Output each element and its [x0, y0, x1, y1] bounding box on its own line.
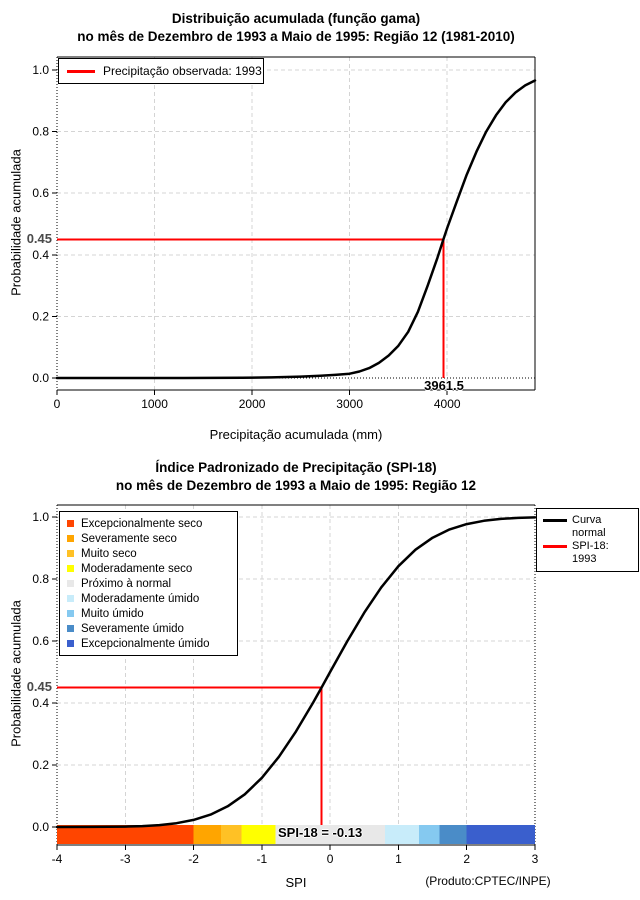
category-color-swatch	[67, 565, 74, 572]
red-line-swatch	[543, 545, 567, 548]
legend-item-spi-1993: SPI-18: 1993	[543, 540, 636, 566]
spi-colorbar-segment	[439, 825, 467, 844]
x-axis-tick-label: -4	[52, 852, 63, 866]
category-label: Excepcionalmente seco	[81, 517, 203, 530]
y-axis-tick-label: 0.8	[32, 125, 49, 139]
category-color-swatch	[67, 625, 74, 632]
x-axis-tick-label: 4000	[434, 397, 461, 411]
y-axis-tick-label: 0.8	[32, 572, 49, 586]
x-axis-tick-label: 0	[54, 397, 61, 411]
category-label: Excepcionalmente úmido	[81, 637, 210, 650]
spi-colorbar-segment	[418, 825, 440, 844]
legend-item: Severamente úmido	[67, 621, 237, 636]
spi-colorbar-segment	[384, 825, 419, 844]
spi-y-axis-label: Probabilidade acumulada	[8, 600, 24, 747]
category-color-swatch	[67, 610, 74, 617]
legend-item: Moderadamente úmido	[67, 591, 237, 606]
spi-colorbar-segment	[241, 825, 276, 844]
black-line-swatch	[543, 519, 567, 522]
y-axis-tick-label: 1.0	[32, 510, 49, 524]
x-axis-tick-label: -1	[257, 852, 268, 866]
legend-item: Muito úmido	[67, 606, 237, 621]
gamma-x-axis-label: Precipitação acumulada (mm)	[209, 427, 383, 442]
x-axis-tick-label: 2	[463, 852, 470, 866]
legend-item: Excepcionalmente seco	[67, 516, 237, 531]
spi-colorbar-segment	[57, 825, 194, 844]
spi-probability-annotation: 0.45	[26, 679, 52, 694]
y-axis-tick-label: 0.4	[32, 696, 49, 710]
gamma-cdf-chart: 0 1000 2000 3000 4000 0.0 0.2 0.4 0.6 0.8 1.0	[32, 56, 537, 411]
category-label: Severamente úmido	[81, 622, 184, 635]
category-color-swatch	[67, 535, 74, 542]
x-axis-tick-label: 1000	[141, 397, 168, 411]
category-color-swatch	[67, 520, 74, 527]
category-label: Moderadamente úmido	[81, 592, 200, 605]
spi-value-annotation: SPI-18 = -0.13	[278, 825, 363, 840]
y-axis-tick-label: 0.2	[32, 758, 49, 772]
red-line-swatch	[67, 69, 95, 73]
category-label: Muito úmido	[81, 607, 144, 620]
spi-colorbar-segment	[193, 825, 221, 844]
spi-colorbar-segment	[220, 825, 242, 844]
category-label: Próximo à normal	[81, 577, 172, 590]
gamma-legend-label: Precipitação observada: 1993	[103, 64, 262, 78]
category-color-swatch	[67, 595, 74, 602]
spi-category-legend: Excepcionalmente seco Severamente seco Mui…	[59, 511, 238, 656]
gamma-chart-legend: Precipitação observada: 1993	[58, 58, 264, 84]
y-axis-tick-label: 0.6	[32, 634, 49, 648]
legend-item: Excepcionalmente úmido	[67, 636, 237, 651]
category-label: Moderadamente seco	[81, 562, 193, 575]
x-axis-tick-label: -3	[120, 852, 131, 866]
x-axis-tick-label: 0	[327, 852, 334, 866]
y-axis-tick-label: 0.0	[32, 371, 49, 385]
legend-item: Severamente seco	[67, 531, 237, 546]
legend-item-normal-curve: Curva normal	[543, 514, 636, 540]
y-axis-tick-label: 0.6	[32, 186, 49, 200]
gamma-y-axis-label: Probabilidade acumulada	[8, 149, 24, 296]
spi-x-axis-label: SPI	[285, 875, 307, 890]
legend-item: Próximo à normal	[67, 576, 237, 591]
cdf-curve	[55, 516, 537, 829]
spi-colorbar-segment	[275, 825, 385, 844]
normal-curve-legend-label: Curva normal	[572, 514, 606, 539]
product-credit: (Produto:CPTEC/INPE)	[425, 874, 551, 888]
y-axis-tick-label: 0.0	[32, 820, 49, 834]
category-color-swatch	[67, 580, 74, 587]
legend-item: Muito seco	[67, 546, 237, 561]
precipitation-value-annotation: 3961.5	[424, 378, 464, 393]
category-label: Severamente seco	[81, 532, 177, 545]
x-axis-tick-label: -2	[188, 852, 199, 866]
spi-chart-title: Índice Padronizado de Precipitação (SPI-…	[155, 460, 437, 475]
y-axis-tick-label: 1.0	[32, 63, 49, 77]
gamma-chart-subtitle: no mês de Dezembro de 1993 a Maio de 199…	[77, 29, 515, 44]
gamma-probability-annotation: 0.45	[26, 231, 52, 246]
spi-line-legend: Curva normal SPI-18: 1993	[536, 508, 639, 572]
category-color-swatch	[67, 640, 74, 647]
spi-colorbar-segment	[466, 825, 535, 844]
spi-chart-subtitle: no mês de Dezembro de 1993 a Maio de 199…	[115, 478, 477, 493]
cdf-curve	[55, 79, 537, 380]
gamma-chart-title: Distribuição acumulada (função gama)	[171, 11, 421, 26]
spi-1993-legend-label: SPI-18: 1993	[572, 540, 609, 565]
y-axis-tick-label: 0.2	[32, 309, 49, 323]
x-axis-tick-label: 3000	[336, 397, 363, 411]
x-axis-tick-label: 2000	[239, 397, 266, 411]
x-axis-tick-label: 3	[532, 852, 539, 866]
legend-item: Moderadamente seco	[67, 561, 237, 576]
x-axis-tick-label: 1	[395, 852, 402, 866]
y-axis-tick-label: 0.4	[32, 248, 49, 262]
category-label: Muito seco	[81, 547, 137, 560]
category-color-swatch	[67, 550, 74, 557]
